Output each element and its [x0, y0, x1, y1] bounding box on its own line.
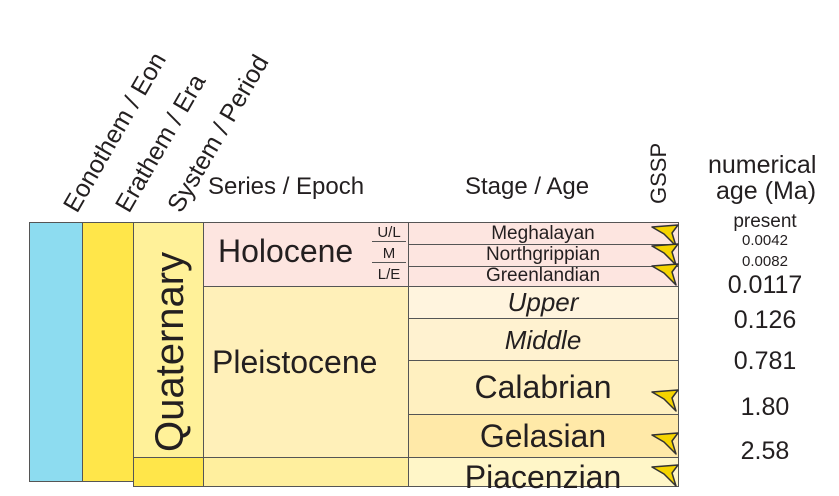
quaternary-cell	[133, 222, 204, 458]
gssp-spike-icon	[651, 432, 679, 455]
quaternary-label: Quaternary	[148, 251, 192, 452]
subseries-upper: U/L	[372, 224, 406, 242]
pliocene-cell	[203, 457, 409, 487]
eon-cell	[29, 222, 83, 482]
stage-header: Stage / Age	[465, 173, 590, 200]
age-0-0082: 0.0082	[742, 253, 788, 270]
stage-label-northgrippian: Northgrippian	[485, 244, 601, 265]
subseries-lower: L/E	[377, 266, 401, 283]
age-0-126: 0.126	[733, 306, 797, 334]
stage-label-meghalayan: Meghalayan	[491, 223, 595, 244]
stage-label-gelasian: Gelasian	[479, 418, 607, 454]
gssp-spike-icon	[651, 243, 679, 266]
gssp-spike-icon	[651, 464, 679, 487]
stage-cell-calabrian	[408, 360, 679, 415]
stage-label-calabrian: Calabrian	[474, 369, 612, 405]
gssp-spike-icon	[651, 389, 679, 412]
stage-label-greenlandian: Greenlandian	[485, 265, 601, 286]
age-1-80: 1.80	[740, 393, 790, 421]
age-0-781: 0.781	[733, 347, 797, 375]
era-cell	[82, 222, 134, 482]
holocene-label: Holocene	[218, 233, 354, 269]
gssp-header: GSSP	[646, 142, 671, 204]
age-2-58: 2.58	[740, 437, 790, 465]
neogene-cell	[133, 457, 204, 487]
stage-label-upper: Upper	[507, 287, 579, 317]
numerical-header-line1: numerical	[708, 151, 817, 179]
age-0-0117: 0.0117	[727, 271, 803, 299]
subseries-middle: M	[372, 245, 406, 263]
age-0-0042: 0.0042	[742, 232, 788, 249]
gssp-spike-icon	[651, 263, 679, 286]
series-header: Series / Epoch	[208, 173, 365, 200]
stage-label-middle: Middle	[504, 325, 582, 355]
age-present: present	[733, 211, 797, 232]
numerical-header-line2: age (Ma)	[716, 177, 817, 205]
gssp-spike-icon	[651, 224, 679, 247]
stage-label-piacenzian: Piacenzian	[464, 459, 622, 495]
pleistocene-label: Pleistocene	[212, 344, 378, 380]
stage-cell-upper	[408, 286, 679, 319]
holocene-cell	[203, 222, 409, 287]
